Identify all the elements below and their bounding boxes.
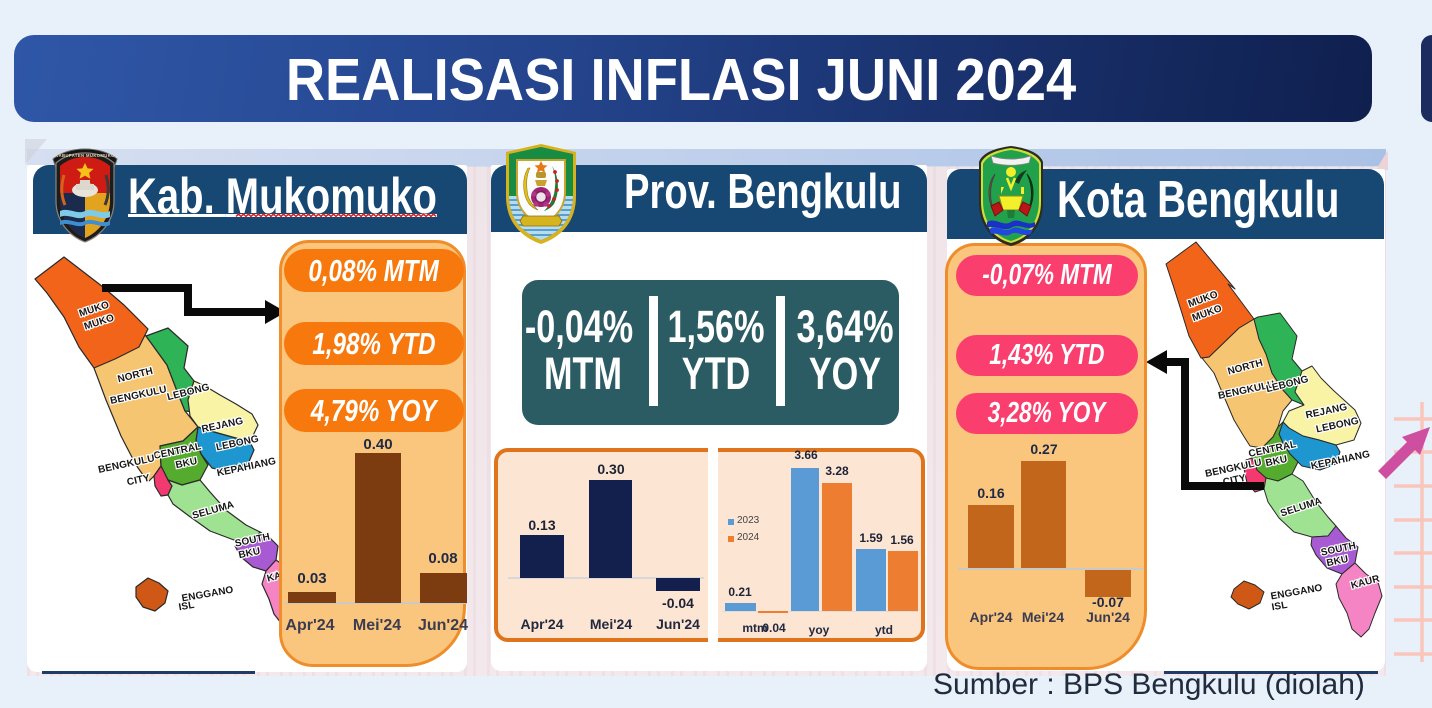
svg-text:ISL: ISL [178,600,196,614]
svg-text:KABUPATEN MUKOMUKO: KABUPATEN MUKOMUKO [55,153,115,158]
svg-text:ENGGANO: ENGGANO [1270,583,1324,603]
svg-text:ISL: ISL [1271,600,1289,614]
svg-text:CITY: CITY [126,473,151,489]
